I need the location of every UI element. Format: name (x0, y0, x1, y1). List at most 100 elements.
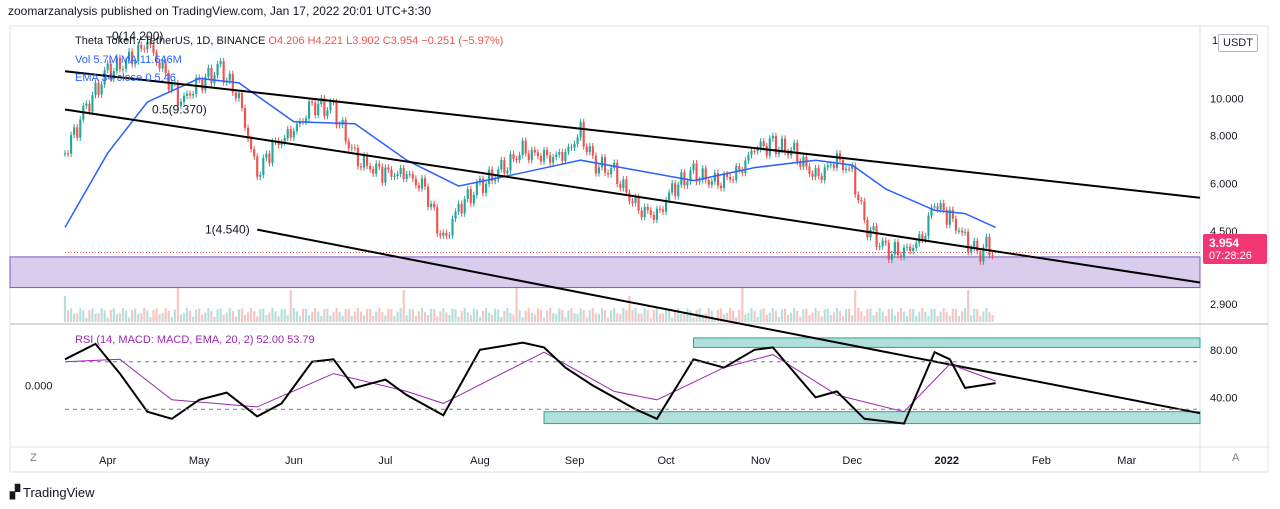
volume-bar (613, 308, 616, 322)
legend-symbol[interactable]: Theta Token / TetherUS, 1D, BINANCE (75, 35, 266, 47)
volume-bar (759, 309, 762, 322)
volume-bar (460, 311, 463, 322)
volume-bar (655, 308, 658, 322)
candle-body (439, 233, 442, 236)
candle-body (674, 183, 677, 197)
volume-bar (805, 308, 808, 322)
volume-bar (100, 308, 103, 322)
legend-ema[interactable]: EMA 34 close 0 5.46 (75, 72, 176, 84)
volume-bar (866, 309, 869, 322)
candle-body (372, 169, 375, 174)
candle-body (774, 135, 777, 155)
candle-body (292, 130, 295, 138)
volume-bar (564, 317, 567, 322)
zoom-button[interactable]: Z (30, 452, 37, 464)
candle-body (369, 165, 372, 170)
volume-bar (112, 308, 115, 322)
volume-bar (246, 312, 250, 322)
volume-bar (311, 312, 314, 322)
candle-body (405, 174, 408, 179)
candle-body (619, 184, 622, 189)
candle-body (323, 98, 326, 117)
candle-body (915, 243, 918, 248)
volume-bar (942, 308, 945, 322)
volume-bar (289, 290, 292, 322)
volume-bar (250, 308, 253, 322)
candle-body (484, 183, 488, 193)
candle-body (722, 174, 726, 189)
volume-bar (582, 309, 585, 322)
candle-body (979, 251, 982, 262)
candle-body (597, 167, 601, 174)
candle-body (91, 95, 94, 112)
candle-body (649, 210, 652, 215)
volume-bar (625, 310, 628, 322)
ema-line (64, 77, 996, 229)
volume-bar (466, 312, 469, 322)
volume-bar (817, 311, 820, 322)
candle-body (536, 152, 539, 157)
volume-bar (314, 308, 317, 322)
candle-body (131, 51, 134, 65)
volume-bar (649, 317, 652, 322)
candle-body (469, 189, 472, 204)
channel-line-middle (64, 108, 1201, 284)
volume-bar (503, 310, 506, 322)
candle-body (716, 172, 719, 186)
volume-bar (143, 308, 146, 322)
volume-bar (576, 314, 579, 322)
volume-bar (524, 310, 527, 322)
volume-bar (527, 308, 530, 322)
volume-bar (283, 308, 286, 322)
volume-bar (442, 308, 445, 322)
candle-body (533, 149, 536, 153)
volume-bar (308, 315, 311, 322)
volume-bar (967, 290, 970, 322)
volume-bar (680, 313, 683, 322)
rsi-legend-text[interactable]: RSI (14, MACD: MACD, EMA, 20, 2) 52.00 5… (75, 334, 315, 346)
candle-body (454, 211, 457, 219)
time-tick-label: 2022 (935, 455, 959, 467)
tradingview-logo[interactable]: ▞ TradingView (10, 484, 95, 500)
candle-body (237, 92, 240, 99)
candle-body (73, 127, 76, 135)
candle-body (902, 247, 906, 258)
candle-body (787, 152, 790, 156)
volume-bar (436, 316, 439, 322)
candle-body (552, 157, 555, 163)
candle-body (115, 57, 118, 72)
candle-body (661, 209, 665, 212)
legend-volume[interactable]: Vol 5.7M MA 11.646M (75, 54, 182, 66)
volume-bar (963, 308, 967, 322)
candle-body (668, 192, 671, 201)
volume-bar (317, 311, 320, 322)
time-tick-label: Aug (470, 455, 490, 467)
legend-ohlc: O4.206 H4.221 L3.902 C3.954 −0.251 (−5.9… (268, 35, 504, 47)
candle-body (582, 122, 585, 147)
volume-bar (710, 310, 713, 322)
volume-bar (234, 316, 237, 322)
volume-bar (82, 310, 85, 322)
candle-body (860, 200, 863, 202)
volume-bar (353, 311, 356, 322)
candle-body (652, 214, 655, 220)
candle-body (478, 178, 482, 183)
candle-body (817, 168, 820, 176)
volume-bar (240, 308, 244, 322)
volume-bar (124, 310, 128, 322)
candle-body (814, 168, 817, 177)
candle-body (427, 186, 430, 207)
volume-bar (356, 308, 359, 322)
auto-scale-button[interactable]: A (1232, 452, 1240, 464)
candle-body (942, 203, 945, 211)
currency-button[interactable]: USDT (1218, 34, 1258, 52)
candle-body (143, 48, 146, 50)
candle-body (106, 63, 109, 71)
volume-bar (271, 308, 274, 322)
candle-body (924, 236, 927, 240)
current-price-tag: 3.954 07:28:26 (1203, 234, 1267, 264)
candle-body (423, 178, 427, 187)
volume-bar (814, 308, 817, 322)
volume-bar (497, 309, 500, 322)
volume-bar (329, 315, 332, 322)
